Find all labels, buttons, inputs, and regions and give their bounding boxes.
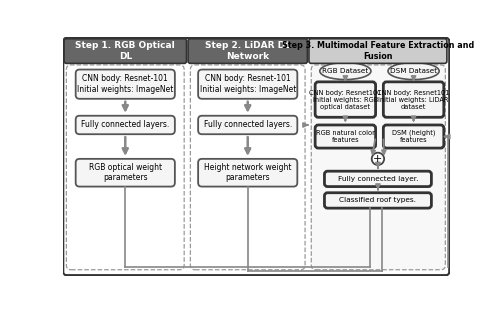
Text: Step 3. Multimodal Feature Extraction and
Fusion: Step 3. Multimodal Feature Extraction an… — [282, 41, 474, 61]
Text: Fully connected layers.: Fully connected layers. — [204, 121, 292, 130]
FancyBboxPatch shape — [66, 65, 184, 270]
FancyBboxPatch shape — [309, 39, 447, 63]
FancyBboxPatch shape — [76, 69, 175, 99]
FancyBboxPatch shape — [188, 39, 308, 63]
FancyBboxPatch shape — [76, 116, 175, 134]
FancyBboxPatch shape — [324, 193, 432, 208]
Text: CNN body: Resnet-101
Initial weights: ImageNet: CNN body: Resnet-101 Initial weights: Im… — [200, 74, 296, 94]
Text: Fully connected layer.: Fully connected layer. — [338, 176, 418, 182]
FancyBboxPatch shape — [190, 65, 305, 270]
Text: Step 1. RGB Optical
DL: Step 1. RGB Optical DL — [76, 41, 175, 61]
FancyBboxPatch shape — [76, 159, 175, 187]
FancyBboxPatch shape — [312, 65, 446, 270]
FancyBboxPatch shape — [198, 116, 298, 134]
Text: CNN body: Resnet-101
Initial weights: ImageNet: CNN body: Resnet-101 Initial weights: Im… — [77, 74, 174, 94]
Text: CNN body: Resnet101
Initial weights: LiDAR
dataset: CNN body: Resnet101 Initial weights: LiD… — [378, 90, 450, 109]
Text: Height network weight
parameters: Height network weight parameters — [204, 163, 292, 182]
Text: DSM (height)
features: DSM (height) features — [392, 130, 436, 143]
Text: CNN body: Resnet101
Initial weights: RGB
optical dataset: CNN body: Resnet101 Initial weights: RGB… — [309, 90, 382, 109]
Ellipse shape — [388, 63, 439, 80]
Text: RGB natural color
features: RGB natural color features — [316, 130, 375, 143]
Text: Step 2. LiDAR DL
Network: Step 2. LiDAR DL Network — [205, 41, 290, 61]
Ellipse shape — [320, 63, 371, 80]
FancyBboxPatch shape — [198, 69, 298, 99]
FancyBboxPatch shape — [324, 171, 432, 187]
FancyBboxPatch shape — [64, 38, 449, 275]
FancyBboxPatch shape — [384, 82, 444, 117]
Text: DSM Dataset: DSM Dataset — [390, 68, 437, 74]
Text: Classified roof types.: Classified roof types. — [340, 197, 416, 203]
Ellipse shape — [372, 153, 384, 165]
FancyBboxPatch shape — [315, 82, 376, 117]
Text: Fully connected layers.: Fully connected layers. — [81, 121, 170, 130]
Text: +: + — [373, 154, 382, 164]
Text: RGB Dataset: RGB Dataset — [322, 68, 368, 74]
FancyBboxPatch shape — [198, 159, 298, 187]
FancyBboxPatch shape — [315, 125, 376, 148]
FancyBboxPatch shape — [384, 125, 444, 148]
FancyBboxPatch shape — [64, 39, 186, 63]
Text: RGB optical weight
parameters: RGB optical weight parameters — [88, 163, 162, 182]
